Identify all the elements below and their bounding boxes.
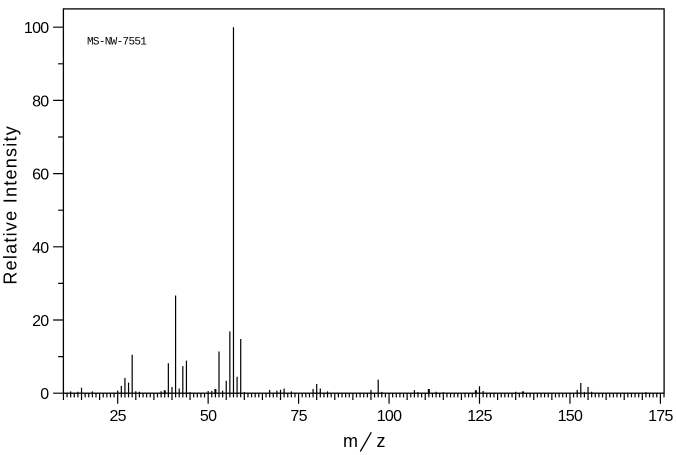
svg-text:20: 20: [32, 313, 49, 330]
svg-text:m: m: [343, 431, 358, 451]
svg-text:25: 25: [109, 408, 126, 425]
svg-text:150: 150: [558, 408, 583, 425]
svg-text:100: 100: [24, 20, 49, 37]
svg-text:Relative Intensity: Relative Intensity: [0, 125, 20, 285]
svg-text:75: 75: [290, 408, 307, 425]
svg-text:80: 80: [32, 93, 49, 110]
svg-text:50: 50: [200, 408, 217, 425]
svg-text:175: 175: [648, 408, 673, 425]
svg-text:MS-NW-7551: MS-NW-7551: [87, 36, 147, 48]
svg-text:0: 0: [40, 386, 49, 403]
svg-text:60: 60: [32, 167, 49, 184]
svg-text:z: z: [377, 431, 386, 451]
svg-text:100: 100: [377, 408, 402, 425]
svg-text:40: 40: [32, 240, 49, 257]
svg-text:125: 125: [467, 408, 492, 425]
